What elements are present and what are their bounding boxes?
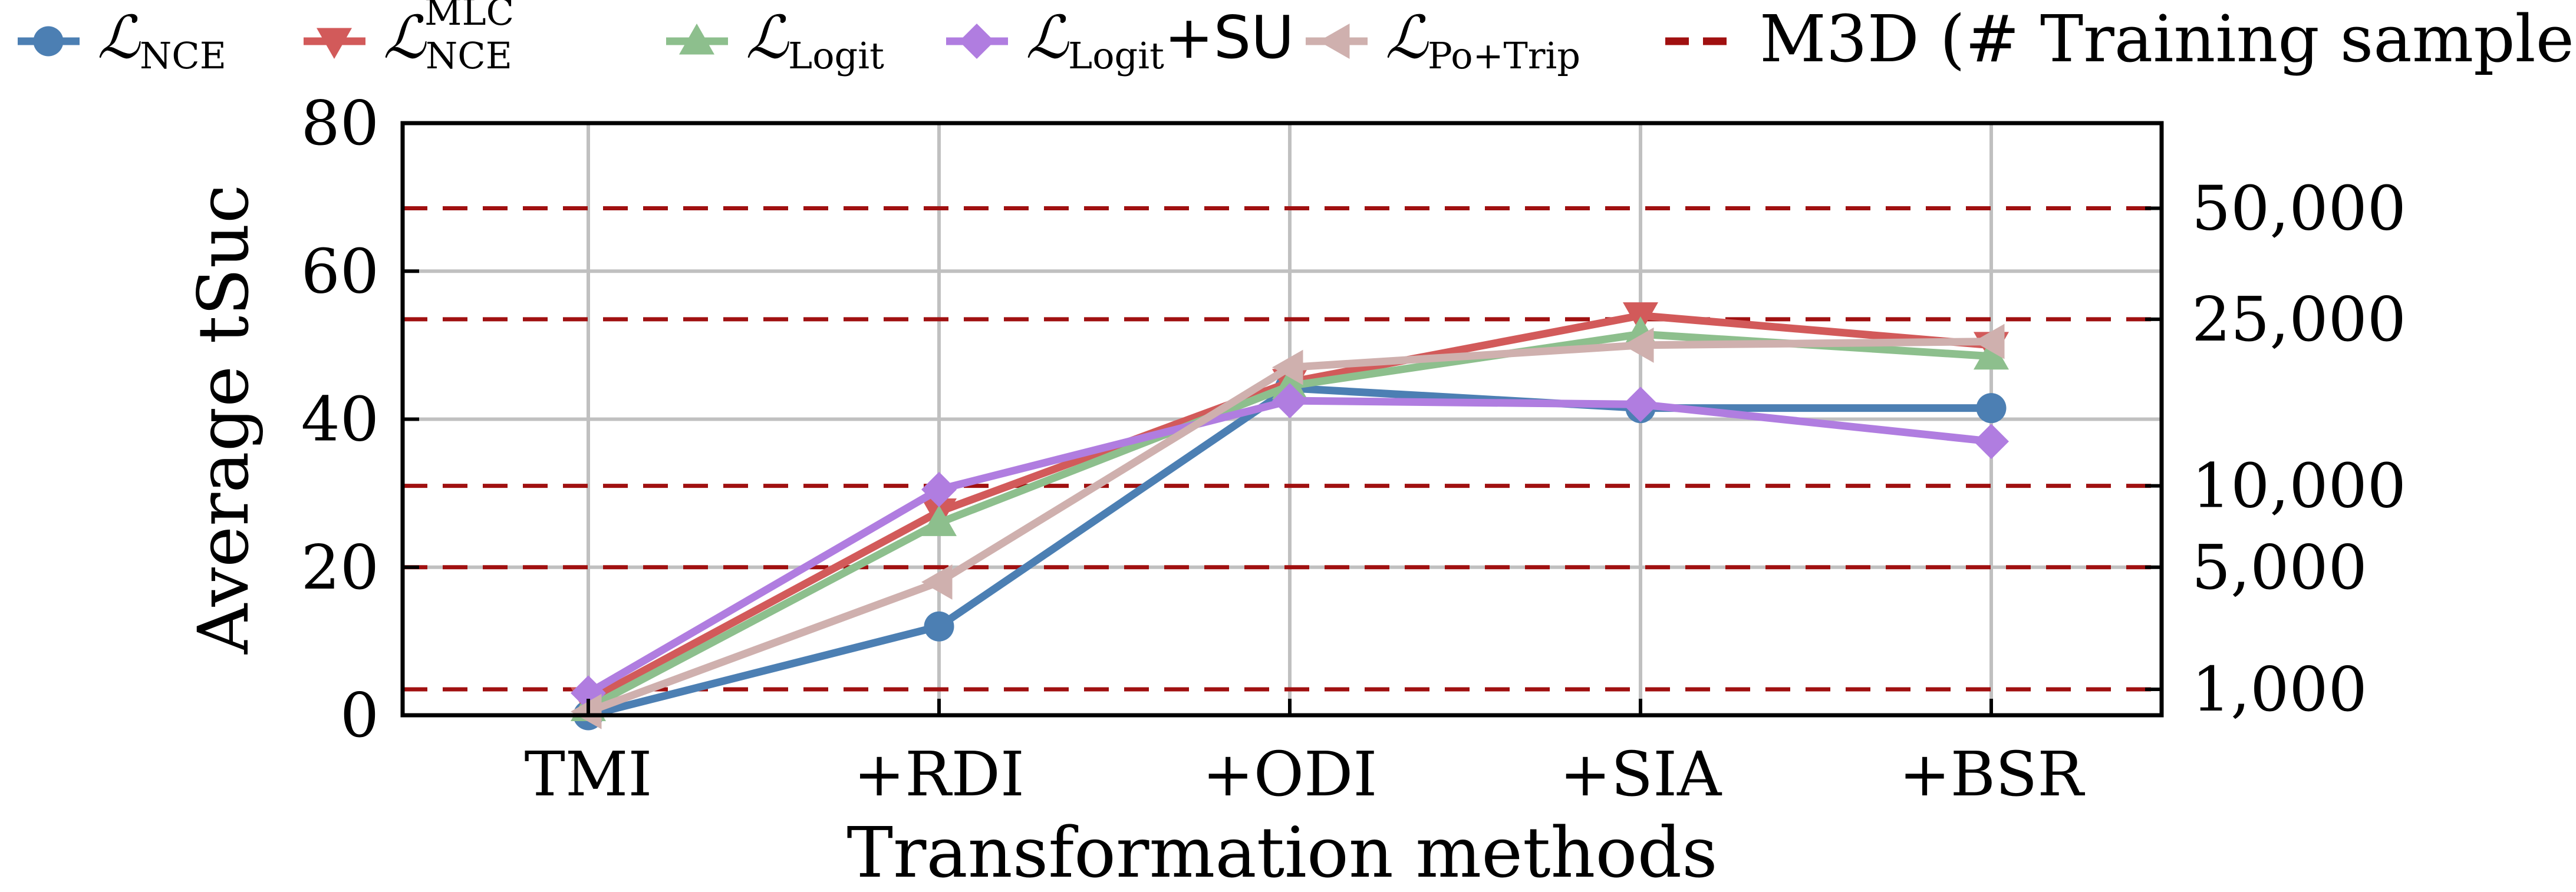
legend-label: ℒLogit — [746, 3, 884, 77]
right-tick-label: 50,000 — [2192, 172, 2406, 244]
axes: TMI +RDI +ODI +SIA +BSR 0 20 40 60 80 50,000 25,000… — [301, 87, 2406, 810]
series-L_Logit+SU — [571, 383, 2009, 711]
data-point — [921, 564, 953, 600]
data-point — [921, 471, 957, 507]
data-point — [1623, 386, 1658, 422]
legend-item-reference: M3D (# Training samples) — [1665, 1, 2576, 77]
legend-item: ℒLogit — [666, 3, 884, 77]
legend-marker — [33, 26, 64, 57]
x-tick-label: +ODI — [1203, 738, 1378, 810]
series-L_Po+Trip — [571, 323, 2005, 729]
right-tick-label: 5,000 — [2192, 531, 2367, 603]
legend-label: ℒLogit+SU — [1026, 3, 1294, 77]
data-point — [571, 693, 602, 729]
legend-label: ℒNCE — [97, 3, 226, 77]
right-tick-label: 10,000 — [2192, 450, 2406, 522]
data-point — [1974, 338, 2009, 370]
legend-label: ℒNCE — [383, 3, 512, 77]
x-tick-label: +RDI — [854, 738, 1025, 810]
legend-label: ℒPo+Trip — [1385, 3, 1580, 77]
legend-marker — [1319, 24, 1350, 59]
data-point — [921, 505, 957, 536]
legend-marker — [317, 28, 352, 59]
series-group — [571, 302, 2009, 731]
legend-label: M3D (# Training samples) — [1760, 1, 2576, 77]
y-tick-label: 20 — [301, 531, 379, 603]
legend-marker — [959, 24, 994, 59]
right-tick-label: 1,000 — [2192, 653, 2367, 725]
data-point — [1272, 383, 1307, 419]
legend-item: ℒNCE — [18, 3, 226, 77]
data-point — [1623, 327, 1654, 363]
legend-superscript: MLC — [424, 0, 514, 34]
y-tick-label: 40 — [301, 384, 379, 455]
legend-marker — [679, 24, 714, 55]
legend-item: ℒPo+Trip — [1306, 3, 1580, 77]
y-axis-label: Average tSuc — [183, 184, 264, 655]
x-tick-label: +SIA — [1560, 738, 1722, 810]
data-point — [1974, 424, 2009, 460]
y-tick-label: 60 — [301, 235, 379, 307]
legend-item: ℒLogit+SU — [946, 3, 1294, 77]
grid — [403, 123, 2162, 715]
y-tick-label: 0 — [340, 679, 379, 751]
x-tick-label: +BSR — [1899, 738, 2085, 810]
data-point — [924, 611, 954, 642]
right-tick-label: 25,000 — [2192, 283, 2406, 355]
x-axis-label: Transformation methods — [846, 812, 1717, 892]
reference-lines — [403, 206, 2162, 692]
y-tick-label: 80 — [301, 87, 379, 159]
x-tick-label: TMI — [525, 738, 653, 810]
data-point — [1976, 393, 2007, 424]
data-point — [1974, 323, 2005, 359]
data-point — [1272, 349, 1303, 385]
